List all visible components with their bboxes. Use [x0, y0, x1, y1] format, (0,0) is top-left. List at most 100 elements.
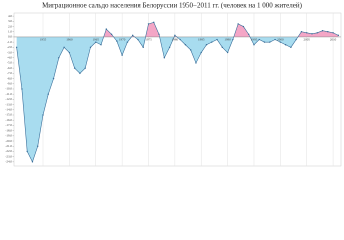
point	[295, 38, 297, 41]
point	[37, 145, 39, 147]
y-tick-label: -19.0	[5, 134, 12, 138]
point	[58, 57, 60, 59]
y-tick-label: -1.0	[7, 40, 12, 44]
point	[73, 67, 76, 69]
y-tick-label: -3.0	[7, 50, 12, 54]
y-tick-label: -9.0	[7, 82, 12, 86]
point	[100, 44, 102, 46]
x-tick-label: 1965	[93, 38, 100, 42]
point	[116, 40, 118, 42]
point	[21, 88, 23, 90]
point	[105, 28, 107, 30]
point	[253, 44, 255, 46]
point	[284, 44, 287, 46]
point	[211, 41, 213, 43]
point	[131, 34, 134, 37]
point	[316, 32, 318, 34]
point	[15, 46, 18, 49]
point	[89, 46, 92, 49]
x-tick-label: 1990	[224, 38, 231, 42]
y-tick-label: -13.0	[5, 102, 12, 106]
point	[126, 41, 129, 43]
point	[269, 41, 271, 43]
point	[263, 41, 266, 43]
x-tick-label: 1985	[198, 38, 205, 42]
point	[279, 41, 282, 43]
point	[306, 32, 308, 34]
point	[200, 51, 202, 54]
y-tick-label: -17.0	[5, 123, 12, 127]
point	[327, 31, 329, 33]
point	[242, 25, 245, 28]
point	[195, 62, 197, 64]
y-tick-label: -20.0	[5, 139, 12, 143]
point	[237, 23, 239, 25]
point	[332, 32, 334, 34]
x-tick-label: 2010	[330, 38, 337, 42]
point	[121, 54, 123, 56]
point	[311, 33, 313, 35]
x-tick-label: 2000	[277, 38, 284, 42]
y-tick-label: -24.0	[5, 160, 12, 164]
line	[16, 22, 339, 163]
y-tick-label: 1.0	[8, 29, 12, 33]
point	[158, 33, 160, 36]
chart: Миграционное сальдо населения Белоруссии…	[5, 2, 342, 167]
point	[248, 33, 250, 36]
point	[95, 41, 97, 43]
y-tick-label: -7.0	[7, 71, 12, 75]
y-tick-label: -18.0	[5, 128, 12, 132]
point	[26, 150, 28, 153]
y-tick-label: -22.0	[5, 149, 12, 153]
point	[42, 114, 44, 116]
y-tick-label: -8.0	[7, 76, 12, 80]
x-tick-label: 1975	[145, 38, 152, 42]
point	[205, 44, 208, 46]
point	[232, 38, 234, 41]
x-tick-label: 1980	[172, 38, 179, 42]
y-tick-label: -21.0	[5, 144, 12, 148]
point	[147, 23, 150, 25]
y-tick-label: -6.0	[7, 66, 12, 70]
point	[84, 67, 86, 69]
y-tick-label: -5.0	[7, 61, 12, 65]
x-tick-label: 1955	[40, 38, 47, 42]
y-tick-label: 4.0	[8, 14, 12, 18]
area-negative	[16, 36, 339, 162]
point	[47, 93, 49, 95]
point	[153, 21, 155, 24]
point	[184, 44, 187, 46]
y-tick-label: -4.0	[7, 55, 12, 59]
plot-area	[13, 12, 342, 167]
point	[168, 46, 171, 49]
point	[290, 46, 292, 49]
y-tick-label: 3.0	[8, 19, 12, 23]
point	[258, 38, 260, 41]
point	[337, 34, 340, 37]
x-tick-label: 1960	[66, 38, 73, 42]
y-tick-label: -23.0	[5, 154, 12, 158]
point	[300, 31, 303, 33]
point	[226, 51, 229, 54]
point	[174, 34, 176, 37]
point	[142, 46, 144, 49]
point	[221, 46, 224, 49]
point	[216, 38, 218, 41]
point	[31, 161, 34, 163]
y-tick-label: -10.0	[5, 87, 12, 91]
y-tick-label: -16.0	[5, 118, 12, 122]
y-tick-label: 2.0	[8, 24, 12, 28]
point	[110, 33, 113, 36]
x-tick-label: 1970	[119, 38, 126, 42]
point	[274, 38, 276, 41]
point	[52, 77, 55, 80]
point	[189, 49, 192, 51]
point	[179, 38, 181, 41]
y-tick-label: -11.0	[5, 92, 12, 96]
y-tick-label: -12.0	[5, 97, 12, 101]
y-tick-label: 0.0	[8, 35, 12, 39]
x-tick-label: 2005	[304, 38, 311, 42]
point	[321, 29, 324, 32]
point	[163, 57, 166, 59]
point	[137, 38, 139, 41]
